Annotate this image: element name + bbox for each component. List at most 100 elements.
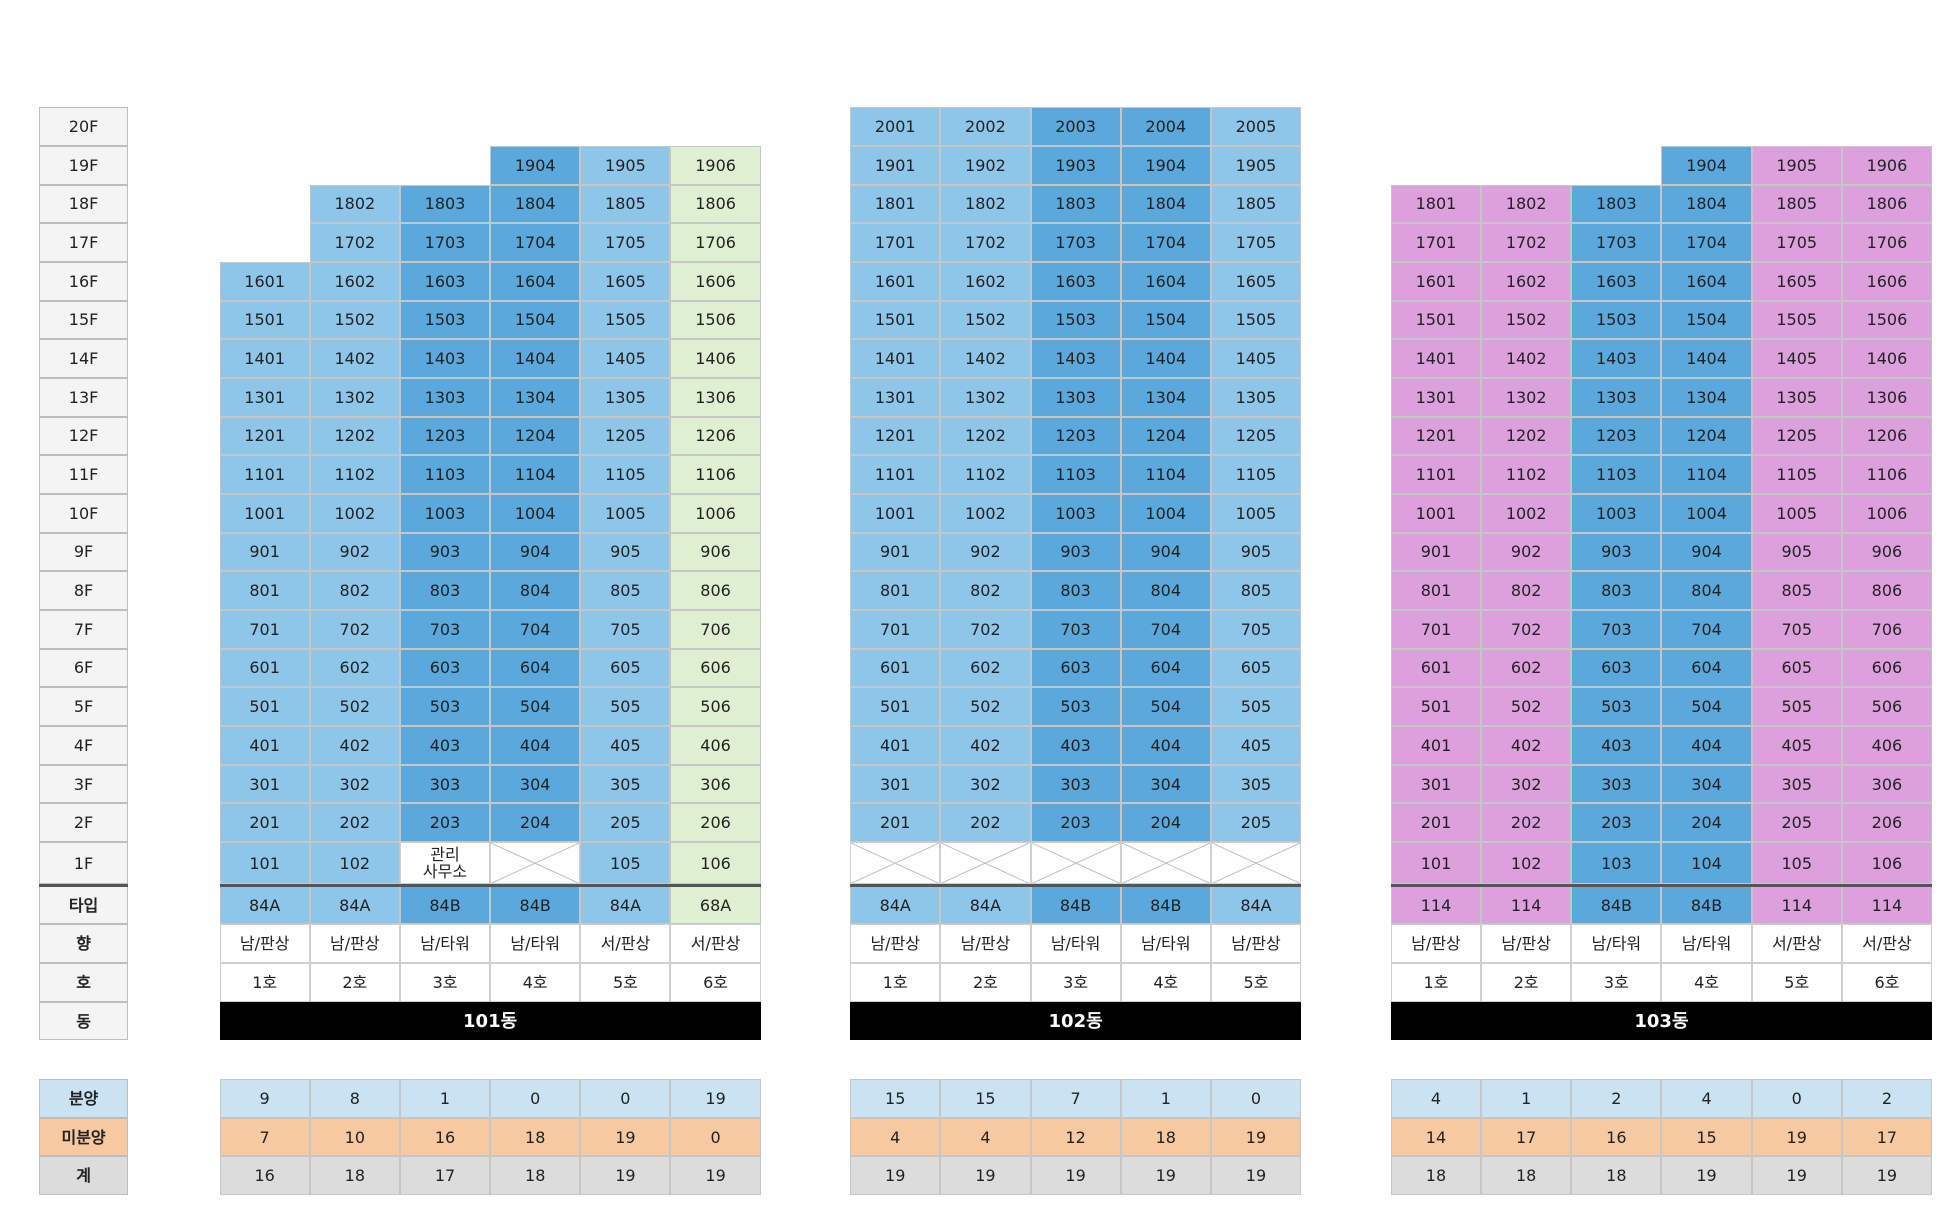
- unit-cell: 1901: [850, 145, 941, 185]
- unit-cell: 1906: [1841, 145, 1933, 185]
- unit-cell: 1304: [1661, 377, 1752, 417]
- unit-cell: 701: [1390, 609, 1482, 649]
- unsold-count-cell: 7: [219, 1117, 310, 1157]
- sold-count-cell: 2: [1841, 1079, 1933, 1118]
- unit-cell: 805: [1751, 571, 1842, 610]
- unit-cell: 1702: [1481, 223, 1572, 262]
- type-cell: 114: [1390, 885, 1482, 925]
- unit-cell: 1805: [1751, 184, 1842, 224]
- total-count-cell: 19: [940, 1156, 1031, 1196]
- unit-cell: 403: [1030, 726, 1121, 765]
- unit-cell: 702: [309, 609, 400, 649]
- unit-cell: 1303: [1571, 377, 1662, 417]
- unit-cell: 705: [1210, 609, 1302, 649]
- total-row-label: 계: [38, 1156, 129, 1196]
- unit-cell: 1101: [850, 455, 941, 494]
- cross-icon: [1122, 843, 1210, 883]
- direction-cell: 남/타워: [1661, 924, 1752, 963]
- unit-cell: 1301: [1390, 377, 1482, 417]
- unit-cell: 306: [1841, 764, 1933, 804]
- total-count-cell: 19: [1210, 1156, 1302, 1196]
- unit-cell: 1206: [670, 416, 761, 456]
- unit-cell: 604: [1120, 648, 1211, 688]
- unit-cell: 1401: [850, 339, 941, 378]
- unit-cell: 1805: [1210, 184, 1302, 224]
- unit-cell: 604: [490, 648, 581, 688]
- unit-cell: 1006: [1841, 493, 1933, 533]
- direction-cell: 남/타워: [399, 924, 491, 963]
- type-cell: 84B: [1030, 885, 1121, 925]
- unit-cell: 1705: [580, 223, 671, 262]
- unit-cell: 1203: [1030, 416, 1121, 456]
- floor-label: 3F: [38, 764, 129, 804]
- unit-cell: 1101: [219, 455, 310, 494]
- floor-label: 4F: [38, 726, 129, 765]
- unsold-count-cell: 17: [1841, 1117, 1933, 1157]
- floor-label: 2F: [38, 803, 129, 842]
- sold-count-cell: 8: [309, 1079, 400, 1118]
- unit-cell: 1105: [1210, 455, 1302, 494]
- unsold-count-cell: 19: [580, 1117, 671, 1157]
- floor-separator-line: [219, 883, 761, 887]
- unit-cell: 504: [1661, 687, 1752, 726]
- unit-cell: 1304: [1120, 377, 1211, 417]
- sold-count-cell: 15: [850, 1079, 941, 1118]
- unit-cell: 1904: [490, 145, 581, 185]
- unit-cell: 1104: [1661, 455, 1752, 494]
- unit-cell: 504: [1120, 687, 1211, 726]
- direction-cell: 남/타워: [490, 924, 581, 963]
- unit-cell: 201: [1390, 803, 1482, 842]
- unit-number-cell: 5호: [1751, 963, 1842, 1002]
- unit-cell: 1304: [490, 377, 581, 417]
- unit-cell: 1105: [1751, 455, 1842, 494]
- direction-cell: 남/타워: [1120, 924, 1211, 963]
- unit-cell: 1003: [399, 493, 491, 533]
- unit-cell: 802: [309, 571, 400, 610]
- total-count-cell: 19: [850, 1156, 941, 1196]
- unit-cell: 202: [940, 803, 1031, 842]
- unit-cell: 803: [399, 571, 491, 610]
- unit-cell: 1505: [1210, 300, 1302, 340]
- unit-cell: 1204: [1661, 416, 1752, 456]
- unsold-count-cell: 4: [850, 1117, 941, 1157]
- total-count-cell: 18: [309, 1156, 400, 1196]
- unit-cell: 1802: [1481, 184, 1572, 224]
- unit-cell: 901: [850, 532, 941, 572]
- unit-cell: 1605: [1751, 261, 1842, 301]
- unit-cell: 1804: [490, 184, 581, 224]
- unit-cell: 402: [940, 726, 1031, 765]
- unit-cell: 102: [1481, 842, 1572, 885]
- unsold-count-cell: 0: [670, 1117, 761, 1157]
- unsold-count-cell: 12: [1030, 1117, 1121, 1157]
- unit-cell: 804: [1120, 571, 1211, 610]
- unit-cell: 1502: [1481, 300, 1572, 340]
- unit-cell: 806: [1841, 571, 1933, 610]
- direction-cell: 남/판상: [1481, 924, 1572, 963]
- type-cell: 84A: [580, 885, 671, 925]
- unit-cell: 305: [580, 764, 671, 804]
- unit-cell: 1504: [1661, 300, 1752, 340]
- unsold-count-cell: 16: [399, 1117, 491, 1157]
- unit-cell: 1101: [1390, 455, 1482, 494]
- unit-number-cell: 6호: [1841, 963, 1933, 1002]
- cross-icon: [1032, 843, 1120, 883]
- unit-cell: 1606: [670, 261, 761, 301]
- unit-cell: 802: [940, 571, 1031, 610]
- unsold-count-cell: 19: [1751, 1117, 1842, 1157]
- unit-cell: 805: [580, 571, 671, 610]
- unit-cell: 1501: [850, 300, 941, 340]
- unit-cell: 1201: [1390, 416, 1482, 456]
- unit-cell: 306: [670, 764, 761, 804]
- total-count-cell: 19: [1661, 1156, 1752, 1196]
- unit-cell: 203: [399, 803, 491, 842]
- unit-cell: 1705: [1751, 223, 1842, 262]
- unit-cell: 1704: [1661, 223, 1752, 262]
- unit-cell: 1703: [399, 223, 491, 262]
- direction-cell: 남/판상: [850, 924, 941, 963]
- unit-cell: 905: [1751, 532, 1842, 572]
- type-cell: 84B: [1571, 885, 1662, 925]
- unit-cell: 801: [219, 571, 310, 610]
- unit-cell: 706: [1841, 609, 1933, 649]
- floor-label: 13F: [38, 377, 129, 417]
- unit-cell: 1201: [219, 416, 310, 456]
